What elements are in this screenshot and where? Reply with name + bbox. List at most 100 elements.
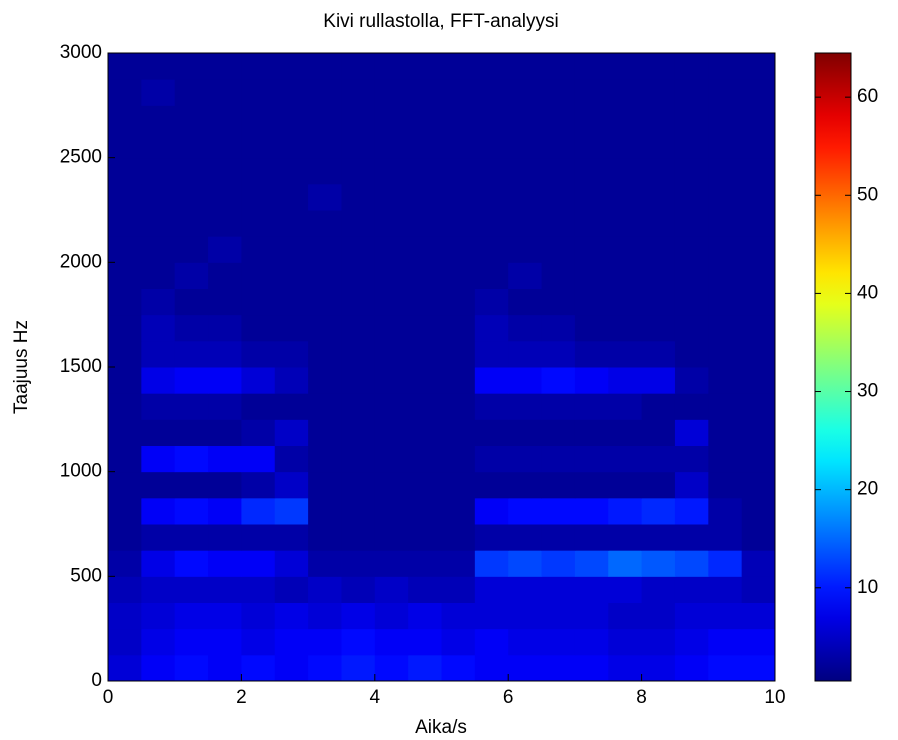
heatmap-cell <box>274 654 309 682</box>
heatmap-cell <box>674 262 709 289</box>
heatmap-cell <box>241 550 276 577</box>
heatmap-cell <box>408 288 442 316</box>
heatmap-cell <box>408 131 442 159</box>
heatmap-cell <box>141 53 176 80</box>
heatmap-cell <box>708 419 743 446</box>
heatmap-cell <box>574 445 609 473</box>
heatmap-cell <box>641 314 676 342</box>
heatmap-cell <box>741 53 776 80</box>
heatmap-cell <box>341 654 376 682</box>
colorbar <box>814 52 852 682</box>
heatmap-cell <box>141 602 176 630</box>
heatmap-cell <box>208 419 242 446</box>
heatmap-cell <box>574 419 609 446</box>
heatmap-cell <box>141 419 176 446</box>
heatmap-cell <box>541 131 576 159</box>
heatmap-cell <box>474 628 509 656</box>
heatmap-cell <box>741 262 776 289</box>
heatmap-cell <box>374 210 409 237</box>
heatmap-cell <box>441 497 476 525</box>
heatmap-cell <box>174 367 209 394</box>
heatmap-cell <box>174 550 209 577</box>
heatmap-cell <box>508 53 543 80</box>
heatmap-cell <box>308 183 342 211</box>
heatmap-cell <box>274 288 309 316</box>
heatmap-cell <box>341 471 376 499</box>
heatmap-cell <box>508 262 543 289</box>
heatmap-cell <box>274 419 309 446</box>
heatmap-cell <box>308 576 342 603</box>
heatmap-cell <box>308 445 342 473</box>
heatmap-cell <box>508 576 543 603</box>
heatmap-cell <box>408 602 442 630</box>
heatmap-cell <box>408 157 442 185</box>
heatmap-cell <box>341 262 376 289</box>
heatmap-cell <box>708 393 743 420</box>
heatmap-cell <box>708 314 743 342</box>
y-tick-label: 500 <box>70 565 102 586</box>
heatmap-cell <box>108 53 142 80</box>
heatmap-cell <box>708 53 743 80</box>
y-axis-label: Taajuus Hz <box>11 320 32 414</box>
heatmap-cell <box>408 314 442 342</box>
heatmap-cell <box>508 393 543 420</box>
heatmap-cell <box>141 105 176 132</box>
heatmap-cell <box>608 367 643 394</box>
heatmap-cell <box>541 445 576 473</box>
heatmap-cell <box>641 576 676 603</box>
heatmap-cell <box>308 628 342 656</box>
heatmap-cell <box>674 105 709 132</box>
colorbar-tick-label: 60 <box>857 86 878 107</box>
heatmap-cell <box>308 367 342 394</box>
heatmap-cell <box>541 471 576 499</box>
heatmap-cell <box>708 340 743 368</box>
heatmap-cell <box>308 105 342 132</box>
heatmap-cell <box>708 367 743 394</box>
heatmap-cell <box>574 367 609 394</box>
heatmap-cell <box>208 210 242 237</box>
heatmap-cell <box>541 576 576 603</box>
heatmap-cell <box>641 654 676 682</box>
heatmap-cell <box>608 550 643 577</box>
heatmap-cell <box>208 79 242 106</box>
heatmap-cell <box>608 576 643 603</box>
heatmap-cell <box>741 367 776 394</box>
heatmap-cell <box>308 236 342 263</box>
heatmap-cell <box>241 393 276 420</box>
heatmap-cell <box>408 576 442 603</box>
heatmap-cell <box>674 393 709 420</box>
heatmap-cell <box>241 367 276 394</box>
heatmap-cell <box>108 497 142 525</box>
heatmap-cell <box>274 79 309 106</box>
heatmap-cell <box>508 183 543 211</box>
heatmap-cell <box>241 340 276 368</box>
heatmap-cell <box>508 654 543 682</box>
heatmap-cell <box>341 288 376 316</box>
heatmap-cell <box>474 497 509 525</box>
heatmap-cell <box>108 445 142 473</box>
heatmap-cell <box>508 550 543 577</box>
heatmap-cell <box>674 550 709 577</box>
heatmap-cell <box>441 340 476 368</box>
heatmap-cell <box>108 550 142 577</box>
heatmap-cell <box>408 340 442 368</box>
heatmap-cell <box>508 628 543 656</box>
heatmap-cell <box>241 628 276 656</box>
heatmap-cell <box>708 262 743 289</box>
heatmap-cell <box>108 157 142 185</box>
heatmap-cell <box>474 210 509 237</box>
heatmap-cell <box>441 471 476 499</box>
heatmap-cell <box>141 314 176 342</box>
heatmap-cell <box>541 157 576 185</box>
heatmap-cell <box>574 576 609 603</box>
heatmap-cell <box>574 602 609 630</box>
heatmap-cell <box>208 654 242 682</box>
heatmap-cell <box>574 393 609 420</box>
heatmap-cell <box>174 314 209 342</box>
heatmap-cell <box>241 210 276 237</box>
heatmap-cell <box>108 602 142 630</box>
heatmap-cell <box>674 445 709 473</box>
heatmap-cell <box>141 183 176 211</box>
heatmap-cell <box>741 628 776 656</box>
heatmap-cell <box>141 497 176 525</box>
